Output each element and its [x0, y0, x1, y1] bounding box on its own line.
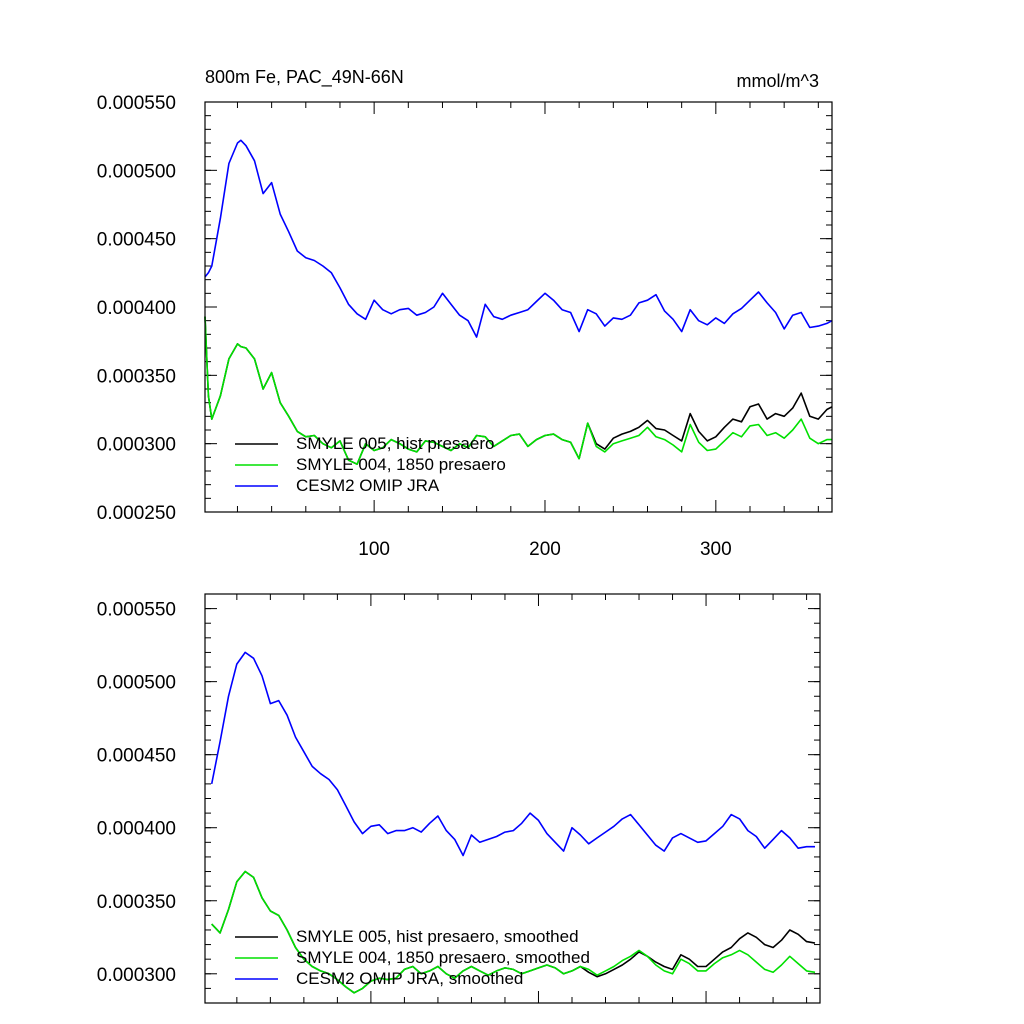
legend-label: CESM2 OMIP JRA: [296, 476, 440, 495]
chart-panel-top: 100 200 300 0.000250 0.000300 0.000350 0.00040…: [97, 93, 833, 560]
series-line-2: [211, 870, 816, 994]
legend-label: SMYLE 004, 1850 presaero, smoothed: [296, 948, 590, 967]
y-tick-label: 0.000250: [97, 503, 176, 524]
x-tick-label: 300: [700, 539, 732, 560]
y-tick-label: 0.000300: [97, 435, 176, 456]
y-tick-label: 0.000300: [97, 965, 176, 986]
y-tick-label: 0.000400: [97, 819, 176, 840]
legend-label: SMYLE 005, hist presaero: [296, 434, 494, 453]
y-tick-label: 0.000550: [97, 93, 176, 114]
plot-frame: [204, 101, 833, 513]
y-tick-label: 0.000450: [97, 746, 176, 767]
y-tick-label: 0.000450: [97, 230, 176, 251]
legend-label: CESM2 OMIP JRA, smoothed: [296, 969, 523, 988]
y-tick-label: 0.000500: [97, 161, 176, 182]
y-tick-label: 0.000350: [97, 366, 176, 387]
x-tick-label: 200: [529, 539, 561, 560]
y-tick-label: 0.000550: [97, 600, 176, 621]
y-tick-label: 0.000400: [97, 298, 176, 319]
series-line-2: [204, 316, 832, 466]
y-tick-label: 0.000350: [97, 892, 176, 913]
plot-frame: [204, 593, 821, 1004]
figure-units: mmol/m^3: [737, 71, 819, 91]
figure-title: 800m Fe, PAC_49N-66N: [205, 67, 404, 88]
legend-label: SMYLE 004, 1850 presaero: [296, 455, 506, 474]
series-line-3: [204, 139, 833, 338]
y-tick-label: 0.000500: [97, 673, 176, 694]
chart-panel-bottom: 0.000300 0.000350 0.000400 0.000450 0.000500…: [97, 593, 821, 1004]
legend-label: SMYLE 005, hist presaero, smoothed: [296, 927, 579, 946]
series-line-3: [210, 651, 815, 857]
x-tick-label: 100: [358, 539, 390, 560]
